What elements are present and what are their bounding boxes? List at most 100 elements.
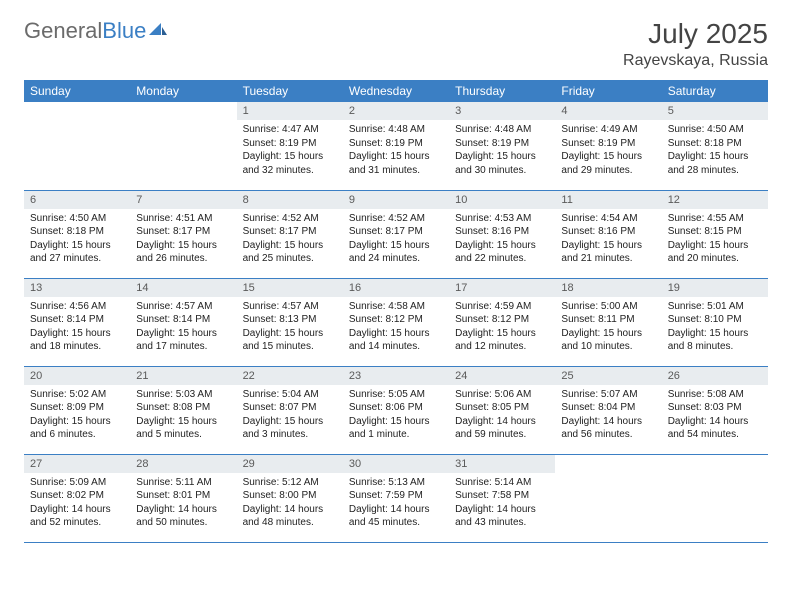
weekday-header: Thursday <box>449 80 555 102</box>
calendar-day-cell: 11Sunrise: 4:54 AMSunset: 8:16 PMDayligh… <box>555 190 661 278</box>
day-details: Sunrise: 5:02 AMSunset: 8:09 PMDaylight:… <box>24 385 130 448</box>
day-number: 31 <box>449 455 555 473</box>
calendar-day-cell: 22Sunrise: 5:04 AMSunset: 8:07 PMDayligh… <box>237 366 343 454</box>
calendar-day-cell: 16Sunrise: 4:58 AMSunset: 8:12 PMDayligh… <box>343 278 449 366</box>
calendar-day-cell: 24Sunrise: 5:06 AMSunset: 8:05 PMDayligh… <box>449 366 555 454</box>
calendar-day-cell: 27Sunrise: 5:09 AMSunset: 8:02 PMDayligh… <box>24 454 130 542</box>
weekday-header: Tuesday <box>237 80 343 102</box>
calendar-week-row: 20Sunrise: 5:02 AMSunset: 8:09 PMDayligh… <box>24 366 768 454</box>
logo-text-blue: Blue <box>102 18 146 43</box>
calendar-day-cell: 13Sunrise: 4:56 AMSunset: 8:14 PMDayligh… <box>24 278 130 366</box>
weekday-header: Saturday <box>662 80 768 102</box>
day-number: 21 <box>130 367 236 385</box>
day-details: Sunrise: 5:13 AMSunset: 7:59 PMDaylight:… <box>343 473 449 536</box>
day-details: Sunrise: 4:48 AMSunset: 8:19 PMDaylight:… <box>449 120 555 183</box>
day-number: 20 <box>24 367 130 385</box>
calendar-week-row: 13Sunrise: 4:56 AMSunset: 8:14 PMDayligh… <box>24 278 768 366</box>
day-number: 10 <box>449 191 555 209</box>
logo-text: GeneralBlue <box>24 18 146 44</box>
day-details: Sunrise: 5:08 AMSunset: 8:03 PMDaylight:… <box>662 385 768 448</box>
day-number: 27 <box>24 455 130 473</box>
day-details: Sunrise: 4:52 AMSunset: 8:17 PMDaylight:… <box>343 209 449 272</box>
day-details: Sunrise: 4:48 AMSunset: 8:19 PMDaylight:… <box>343 120 449 183</box>
day-number: 8 <box>237 191 343 209</box>
logo-sail-icon <box>149 21 167 35</box>
weekday-header: Wednesday <box>343 80 449 102</box>
day-number: 4 <box>555 102 661 120</box>
day-details: Sunrise: 5:07 AMSunset: 8:04 PMDaylight:… <box>555 385 661 448</box>
calendar-day-cell: .. <box>555 454 661 542</box>
day-details: Sunrise: 4:50 AMSunset: 8:18 PMDaylight:… <box>24 209 130 272</box>
day-details: Sunrise: 4:57 AMSunset: 8:13 PMDaylight:… <box>237 297 343 360</box>
day-details: Sunrise: 5:00 AMSunset: 8:11 PMDaylight:… <box>555 297 661 360</box>
weekday-header: Friday <box>555 80 661 102</box>
day-details: Sunrise: 4:57 AMSunset: 8:14 PMDaylight:… <box>130 297 236 360</box>
day-number: 14 <box>130 279 236 297</box>
calendar-day-cell: 10Sunrise: 4:53 AMSunset: 8:16 PMDayligh… <box>449 190 555 278</box>
day-details: Sunrise: 4:56 AMSunset: 8:14 PMDaylight:… <box>24 297 130 360</box>
day-number: 28 <box>130 455 236 473</box>
day-number: 16 <box>343 279 449 297</box>
weekday-header: Monday <box>130 80 236 102</box>
calendar-week-row: 6Sunrise: 4:50 AMSunset: 8:18 PMDaylight… <box>24 190 768 278</box>
calendar-week-row: 27Sunrise: 5:09 AMSunset: 8:02 PMDayligh… <box>24 454 768 542</box>
calendar-day-cell: 31Sunrise: 5:14 AMSunset: 7:58 PMDayligh… <box>449 454 555 542</box>
day-details: Sunrise: 4:59 AMSunset: 8:12 PMDaylight:… <box>449 297 555 360</box>
calendar-day-cell: 1Sunrise: 4:47 AMSunset: 8:19 PMDaylight… <box>237 102 343 190</box>
day-number: 5 <box>662 102 768 120</box>
calendar-day-cell: 25Sunrise: 5:07 AMSunset: 8:04 PMDayligh… <box>555 366 661 454</box>
calendar-day-cell: 30Sunrise: 5:13 AMSunset: 7:59 PMDayligh… <box>343 454 449 542</box>
day-number: 1 <box>237 102 343 120</box>
day-details: Sunrise: 5:04 AMSunset: 8:07 PMDaylight:… <box>237 385 343 448</box>
day-details: Sunrise: 5:11 AMSunset: 8:01 PMDaylight:… <box>130 473 236 536</box>
calendar-day-cell: 4Sunrise: 4:49 AMSunset: 8:19 PMDaylight… <box>555 102 661 190</box>
day-number: 17 <box>449 279 555 297</box>
day-details: Sunrise: 4:47 AMSunset: 8:19 PMDaylight:… <box>237 120 343 183</box>
weekday-header: Sunday <box>24 80 130 102</box>
day-details: Sunrise: 5:06 AMSunset: 8:05 PMDaylight:… <box>449 385 555 448</box>
calendar-day-cell: 28Sunrise: 5:11 AMSunset: 8:01 PMDayligh… <box>130 454 236 542</box>
calendar-table: SundayMondayTuesdayWednesdayThursdayFrid… <box>24 80 768 543</box>
location-label: Rayevskaya, Russia <box>623 52 768 70</box>
weekday-header-row: SundayMondayTuesdayWednesdayThursdayFrid… <box>24 80 768 102</box>
day-details: Sunrise: 4:52 AMSunset: 8:17 PMDaylight:… <box>237 209 343 272</box>
day-details: Sunrise: 4:58 AMSunset: 8:12 PMDaylight:… <box>343 297 449 360</box>
calendar-day-cell: 9Sunrise: 4:52 AMSunset: 8:17 PMDaylight… <box>343 190 449 278</box>
calendar-day-cell: .. <box>24 102 130 190</box>
day-number: 3 <box>449 102 555 120</box>
day-number: 22 <box>237 367 343 385</box>
calendar-day-cell: 19Sunrise: 5:01 AMSunset: 8:10 PMDayligh… <box>662 278 768 366</box>
calendar-day-cell: 23Sunrise: 5:05 AMSunset: 8:06 PMDayligh… <box>343 366 449 454</box>
calendar-body: ....1Sunrise: 4:47 AMSunset: 8:19 PMDayl… <box>24 102 768 542</box>
page-header: GeneralBlue July 2025 Rayevskaya, Russia <box>24 18 768 70</box>
day-number: 6 <box>24 191 130 209</box>
day-number: 29 <box>237 455 343 473</box>
day-number: 18 <box>555 279 661 297</box>
calendar-day-cell: 8Sunrise: 4:52 AMSunset: 8:17 PMDaylight… <box>237 190 343 278</box>
day-details: Sunrise: 4:50 AMSunset: 8:18 PMDaylight:… <box>662 120 768 183</box>
day-number: 11 <box>555 191 661 209</box>
calendar-day-cell: .. <box>130 102 236 190</box>
day-number: 24 <box>449 367 555 385</box>
title-block: July 2025 Rayevskaya, Russia <box>623 18 768 70</box>
calendar-day-cell: 12Sunrise: 4:55 AMSunset: 8:15 PMDayligh… <box>662 190 768 278</box>
calendar-day-cell: 21Sunrise: 5:03 AMSunset: 8:08 PMDayligh… <box>130 366 236 454</box>
logo: GeneralBlue <box>24 18 167 44</box>
calendar-day-cell: 2Sunrise: 4:48 AMSunset: 8:19 PMDaylight… <box>343 102 449 190</box>
day-details: Sunrise: 4:51 AMSunset: 8:17 PMDaylight:… <box>130 209 236 272</box>
day-number: 30 <box>343 455 449 473</box>
day-details: Sunrise: 4:53 AMSunset: 8:16 PMDaylight:… <box>449 209 555 272</box>
day-number: 25 <box>555 367 661 385</box>
calendar-day-cell: 15Sunrise: 4:57 AMSunset: 8:13 PMDayligh… <box>237 278 343 366</box>
day-number: 26 <box>662 367 768 385</box>
day-details: Sunrise: 4:55 AMSunset: 8:15 PMDaylight:… <box>662 209 768 272</box>
day-details: Sunrise: 5:03 AMSunset: 8:08 PMDaylight:… <box>130 385 236 448</box>
day-details: Sunrise: 5:01 AMSunset: 8:10 PMDaylight:… <box>662 297 768 360</box>
calendar-week-row: ....1Sunrise: 4:47 AMSunset: 8:19 PMDayl… <box>24 102 768 190</box>
day-number: 15 <box>237 279 343 297</box>
calendar-day-cell: .. <box>662 454 768 542</box>
day-number: 13 <box>24 279 130 297</box>
calendar-day-cell: 7Sunrise: 4:51 AMSunset: 8:17 PMDaylight… <box>130 190 236 278</box>
calendar-day-cell: 5Sunrise: 4:50 AMSunset: 8:18 PMDaylight… <box>662 102 768 190</box>
calendar-day-cell: 14Sunrise: 4:57 AMSunset: 8:14 PMDayligh… <box>130 278 236 366</box>
